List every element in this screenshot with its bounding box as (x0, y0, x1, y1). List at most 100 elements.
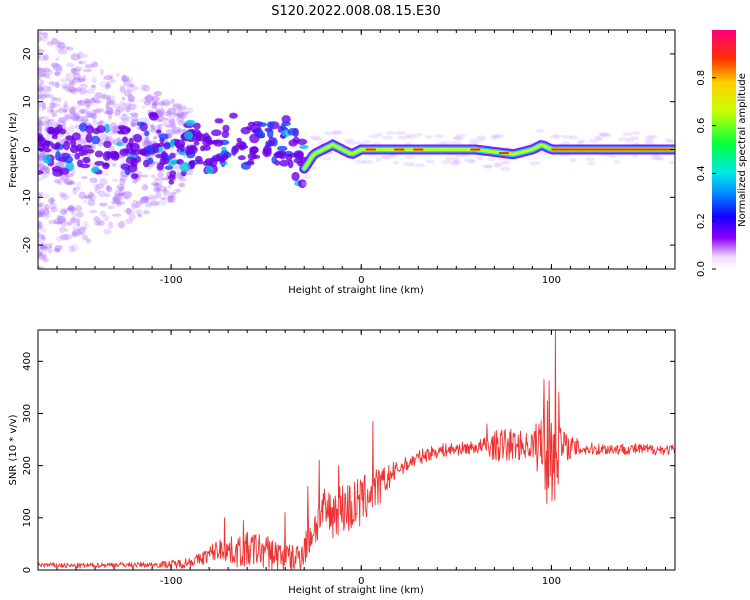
spectrogram-halo (667, 139, 675, 144)
spectrogram-speckle (42, 207, 50, 216)
spectrogram-speckle (160, 196, 167, 201)
spectrogram-speckle (38, 67, 47, 73)
spectrogram-halo (482, 164, 493, 169)
spectrogram-blob (185, 145, 192, 156)
spectrogram-blob (158, 133, 169, 140)
spectrogram-speckle (130, 119, 139, 127)
spectrogram-speckle (123, 103, 128, 110)
spectrogram-speckle (77, 51, 84, 59)
spectrogram-speckle (38, 83, 43, 91)
spectrogram-speckle (38, 197, 41, 203)
spectrogram-speckle (71, 230, 78, 238)
spectrogram-speckle (87, 113, 96, 118)
spectrogram-speckle (90, 97, 96, 106)
spectrogram-blob (156, 129, 162, 134)
spectrogram-blob (211, 129, 222, 137)
spectrogram-blob (41, 143, 50, 150)
spectrogram-speckle (173, 188, 179, 194)
spectrogram-speckle (150, 127, 157, 133)
spectrogram-halo (587, 161, 596, 166)
spectrogram-speckle (84, 195, 90, 199)
spectrogram-speckle (107, 73, 114, 79)
spectrogram-halo (625, 138, 635, 143)
spectrogram-speckle (155, 107, 160, 114)
spectrogram-speckle (60, 218, 68, 227)
spectrogram-halo (502, 160, 511, 165)
spectrogram-speckle (38, 211, 45, 216)
spectrogram-speckle (89, 210, 98, 214)
spectrogram-speckle (74, 115, 84, 122)
spectrogram-blob (168, 179, 175, 185)
spectrogram-speckle (66, 181, 73, 186)
spectrogram-speckle (76, 211, 84, 218)
spectrogram-blob (130, 173, 139, 180)
spectrogram-speckle (84, 63, 95, 69)
spectrogram-speckle (38, 116, 45, 120)
spectrogram-speckle (69, 207, 75, 215)
colorbar-ticks: 0.0 0.2 0.4 0.6 0.8 (696, 70, 716, 277)
snr-x-axis-label: Height of straight line (km) (288, 585, 424, 596)
spectrogram-speckle (178, 106, 188, 111)
spectrogram-halo (381, 135, 393, 140)
spectrogram-speckle (150, 124, 156, 131)
spectrogram-speckle (47, 246, 53, 254)
spectrogram-blob (85, 133, 93, 143)
spectrogram-speckle (165, 128, 176, 136)
spectrogram-speckle (130, 114, 139, 122)
spectrogram-speckle (139, 84, 147, 92)
spectrogram-blob (222, 124, 230, 133)
spectrogram-speckle (69, 87, 78, 95)
spectrogram-speckle (112, 196, 118, 203)
spectrogram-speckle (143, 210, 150, 215)
spectrogram-speckle (46, 105, 54, 114)
spectrogram-speckle (126, 84, 137, 92)
spectrogram-speckle (108, 145, 115, 152)
spectrogram-speckle (43, 243, 51, 250)
spectrogram-speckle (81, 226, 87, 231)
spectrogram-speckle (176, 113, 185, 118)
spectrogram-speckle (43, 54, 49, 61)
snr-x-tick-label: 0 (358, 576, 364, 587)
spectrogram-blob (165, 155, 173, 161)
spectrogram-halo (425, 134, 433, 139)
spectrogram-halo (493, 163, 502, 168)
spectrogram-speckle (115, 199, 123, 208)
spectrogram-speckle (103, 75, 113, 81)
spectrogram-speckle (38, 122, 41, 127)
spectrogram-speckle (53, 161, 64, 167)
spectrogram-speckle (38, 49, 45, 53)
spectrogram-halo (664, 138, 673, 143)
spectrogram-blob (78, 122, 88, 132)
spectrogram-halo (598, 132, 610, 137)
spectrogram-blob (104, 123, 110, 134)
spectrogram-speckle (38, 127, 43, 135)
spectrogram-halo (476, 135, 487, 140)
spectrogram-speckle (122, 191, 133, 199)
spectrogram-speckle (49, 101, 56, 110)
spectrogram-speckle (42, 258, 49, 263)
spectrogram-speckle (117, 136, 122, 143)
spectrogram-speckle (157, 123, 163, 131)
spectrogram-halo (440, 140, 452, 145)
spectrogram-speckle (50, 62, 59, 68)
spectrogram-speckle (151, 182, 160, 187)
spectrogram-speckle (116, 106, 125, 113)
spectrogram-halo (444, 156, 453, 161)
spectrogram-speckle (46, 170, 51, 176)
spectrogram-speckle (158, 198, 168, 206)
spectrogram-speckle (38, 211, 44, 218)
spectrogram-speckle (149, 196, 158, 202)
spectrogram-speckle (72, 73, 81, 81)
spectrogram-speckle (51, 81, 58, 88)
spectrogram-speckle (143, 95, 153, 103)
spectrogram-speckle (186, 107, 194, 114)
spectrogram-speckle (42, 174, 48, 178)
spectrogram-speckle (90, 84, 96, 91)
spectrogram-speckle (38, 156, 43, 162)
spectrogram-speckle (52, 112, 58, 117)
spectrogram-speckle (62, 108, 68, 114)
spectrogram-speckle (144, 136, 149, 145)
spectrogram-halo (387, 154, 398, 159)
spectrogram-speckle (103, 84, 111, 90)
